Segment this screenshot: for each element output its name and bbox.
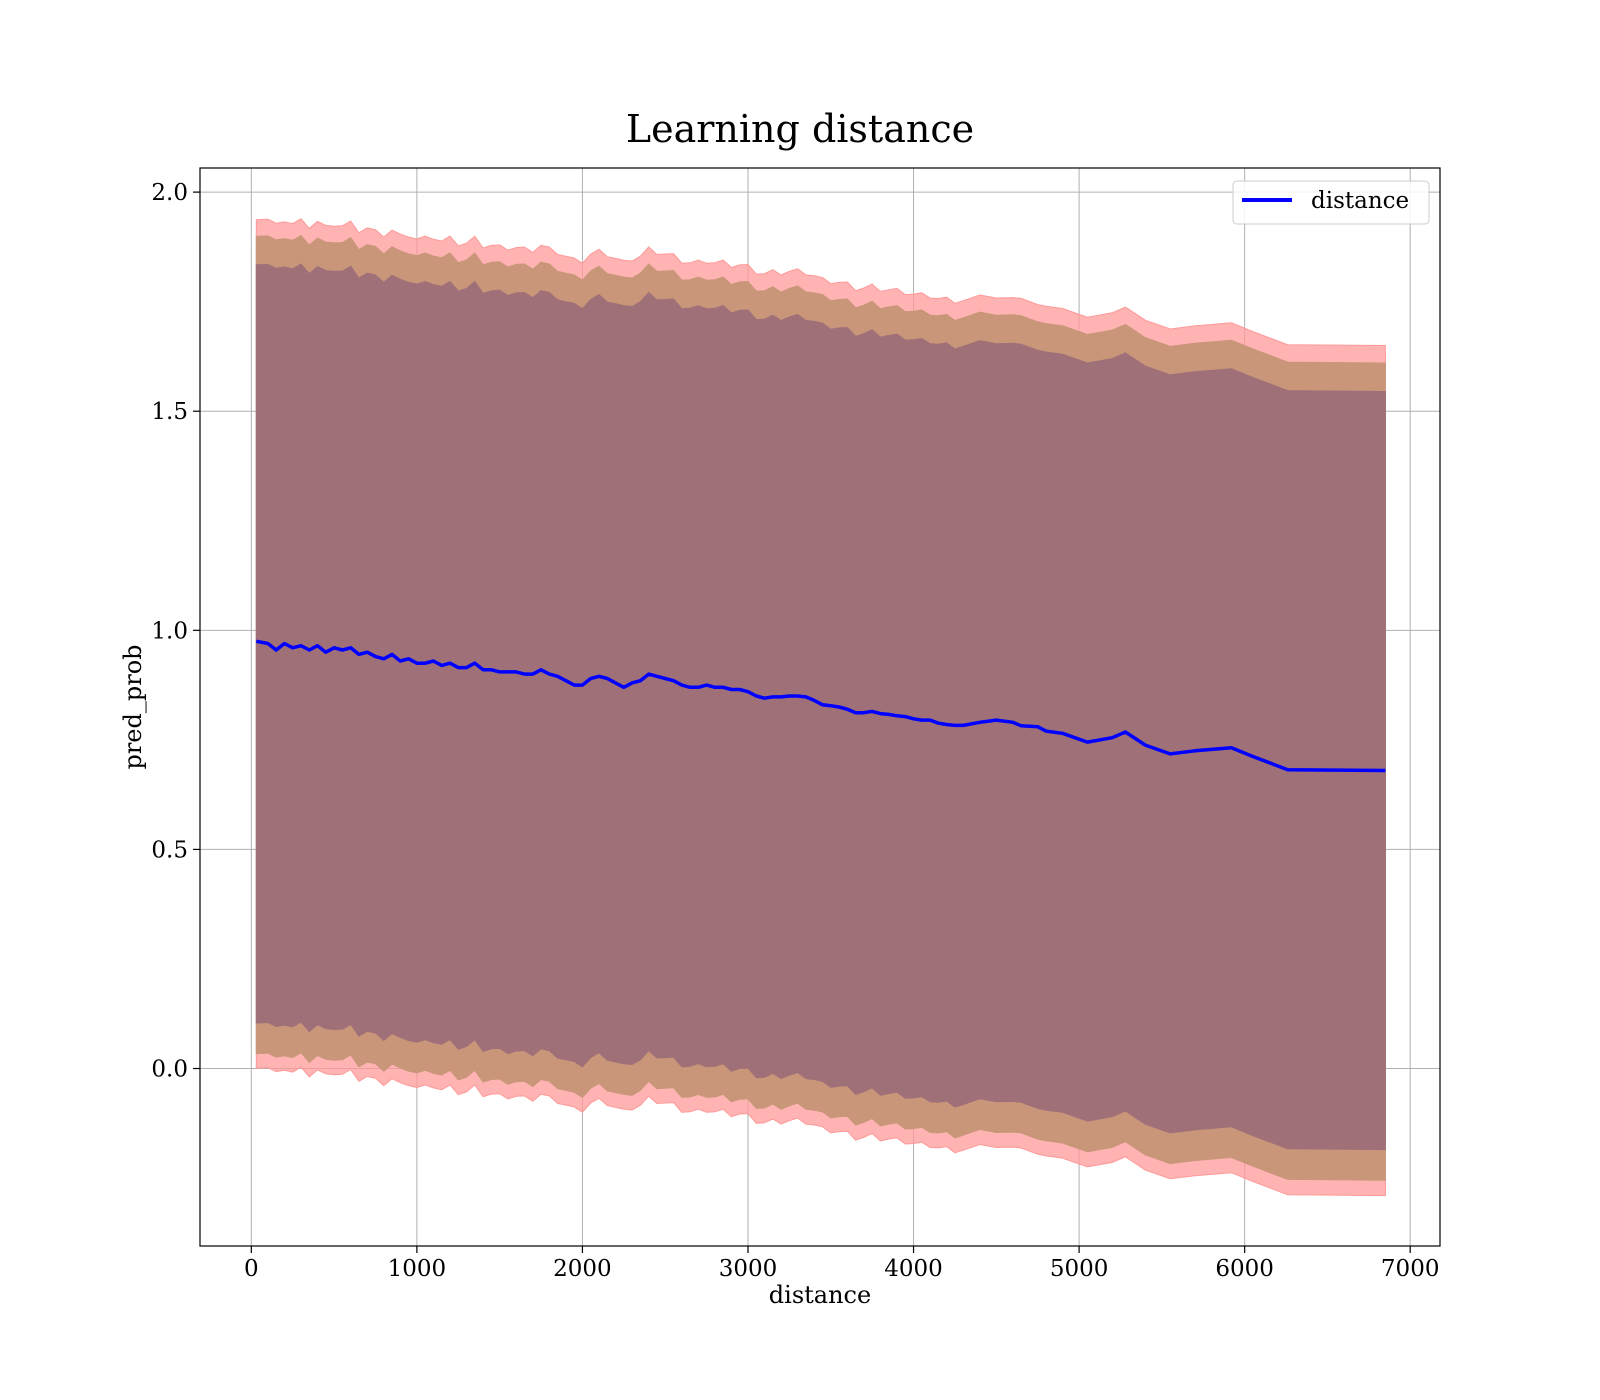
legend: distance (1232, 180, 1430, 225)
x-ticks: 0 1000 2000 3000 4000 5000 6000 7000 (244, 1246, 1439, 1282)
x-tick-label-0: 0 (244, 1256, 259, 1282)
y-tick-label-0: 0.0 (151, 1057, 188, 1083)
x-tick-label-7: 7000 (1381, 1256, 1440, 1282)
x-tick-label-6: 6000 (1215, 1256, 1274, 1282)
chart-title: Learning distance (626, 107, 974, 151)
confidence-bands (255, 218, 1386, 1197)
series-line-distance (255, 639, 1386, 773)
band-inner (255, 263, 1386, 1151)
y-tick-label-1: 0.5 (151, 837, 188, 863)
plot-frame (199, 167, 1441, 1247)
series-lines (255, 639, 1386, 773)
y-tick-label-2: 1.0 (151, 618, 188, 644)
x-tick-label-4: 4000 (884, 1256, 943, 1282)
y-tick-label-4: 2.0 (151, 180, 188, 206)
y-tick-label-3: 1.5 (151, 399, 188, 425)
legend-box (1232, 180, 1430, 225)
x-tick-label-3: 3000 (719, 1256, 778, 1282)
x-tick-label-5: 5000 (1050, 1256, 1109, 1282)
x-axis-label: distance (769, 1281, 871, 1309)
y-ticks: 0.0 0.5 1.0 1.5 2.0 (151, 180, 200, 1083)
x-tick-label-2: 2000 (553, 1256, 612, 1282)
y-axis-label: pred_prob (119, 644, 147, 769)
x-tick-label-1: 1000 (388, 1256, 447, 1282)
legend-label-distance: distance (1311, 188, 1409, 214)
